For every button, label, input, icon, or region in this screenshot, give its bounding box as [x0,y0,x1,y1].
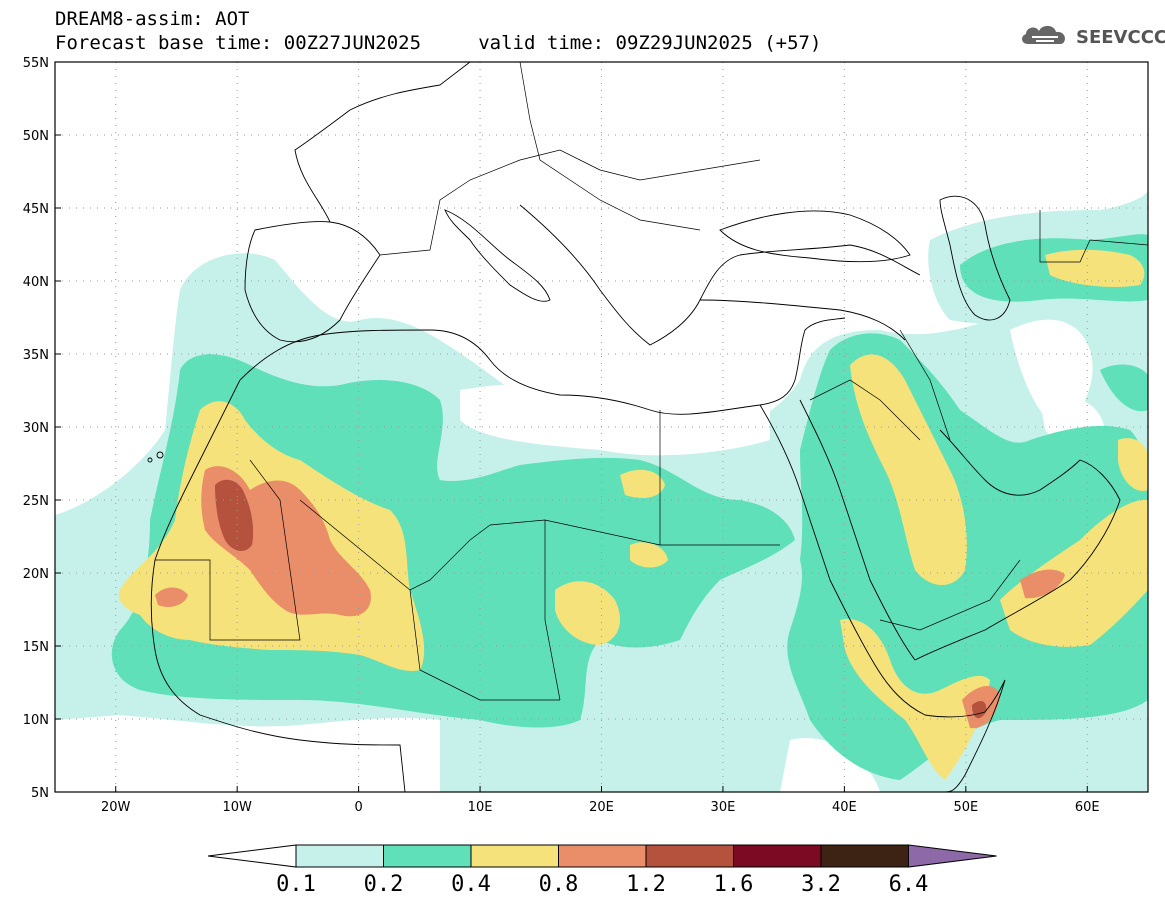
lat-tick-label: 25N [23,494,49,509]
aot-band-1.2-mauritania [215,479,254,552]
colorbar-swatch [820,844,909,868]
coastline-western-europe [294,62,471,223]
aot-band-0.8-oman [1020,569,1065,599]
border-eastern-europe [519,62,701,231]
coastline-levant [794,317,846,381]
aot-field-layer [55,190,1148,792]
coastline-red-sea-west [759,404,926,716]
graticule [55,62,1148,792]
aot-band-0.4-sudan [630,542,668,568]
aot-band-0.2-east-ridge [1100,364,1148,412]
coastline-arabia-south [914,459,1121,661]
border-saudi-iraq [809,379,921,441]
colorbar-level-label: 0.4 [451,872,491,897]
coastline-caspian [939,195,1011,321]
colorbar-swatch [383,844,472,868]
colorbar-level-label: 3.2 [801,872,841,897]
lon-tick-label: 30E [711,800,736,815]
forecast-times: Forecast base time: 00Z27JUN2025 valid t… [55,32,822,54]
coastline-canary-islands [147,457,153,463]
colorbar-level-label: 1.2 [626,872,666,897]
colorbar-level-label: 0.8 [539,872,579,897]
border-algeria-mali [155,459,301,641]
border-europe-interior [379,149,761,256]
lon-tick-label: 20W [101,800,131,815]
colorbar-swatch [470,844,559,868]
coastline-canary-islands [156,451,164,459]
colorbar-above-arrow [908,844,997,868]
colorbar-level-label: 0.2 [364,872,404,897]
lon-tick-label: 10W [222,800,252,815]
lat-tick-label: 40N [23,275,49,290]
border-central-asia [1039,210,1148,263]
colorbar-level-label: 6.4 [889,872,929,897]
border-egypt-sudan [659,410,780,546]
coastline-balkans [519,204,921,346]
map-title: DREAM8-assim: AOT [55,8,250,30]
lon-tick-label: 50E [953,800,978,815]
lat-tick-label: 50N [23,129,49,144]
aot-band-0.4-horn [840,619,990,780]
border-algeria-niger [299,499,491,591]
aot-gap-south-atlantic [55,715,440,792]
coastline-west-africa [150,379,406,792]
coastline-black-sea [719,210,911,263]
aot-band-0.4-arabia-north [850,354,967,585]
lat-tick-label: 35N [23,348,49,363]
aot-band-0.4-oman [1000,500,1148,647]
colorbar-level-label: 1.6 [714,872,754,897]
aot-band-0.4-caspian [1045,249,1145,287]
lon-tick-label: 40E [832,800,857,815]
lon-tick-label: 10E [468,800,493,815]
lon-tick-label: 60E [1075,800,1100,815]
aot-band-1.2-somalia [972,700,987,719]
border-saudi-yemen [879,559,1021,631]
aot-band-0.4-egypt [620,469,665,498]
coastline-persian-gulf [939,429,1081,496]
border-layer [155,62,1148,701]
lat-tick-label: 5N [31,786,49,801]
lat-tick-label: 45N [23,202,49,217]
lat-tick-label: 10N [23,713,49,728]
colorbar-level-label: 0.1 [276,872,316,897]
aot-gap-libya [460,383,770,456]
aot-band-0.4-chad [555,581,620,645]
aot-band-0.8-west-coast [155,587,188,607]
cloud-icon [1018,22,1072,52]
colorbar-swatch [558,844,647,868]
lat-tick-label: 20N [23,567,49,582]
lon-tick-label: 20E [589,800,614,815]
coastline-north-africa [239,329,796,415]
lon-tick-label: 0 [354,800,362,815]
logo-text: SEEVCCC [1076,26,1165,48]
coastline-horn-of-africa [924,679,1006,792]
lat-tick-label: 30N [23,421,49,436]
lat-tick-label: 55N [23,56,49,71]
coastline-layer [147,62,1121,792]
colorbar-swatch [645,844,734,868]
lat-tick-label: 15N [23,640,49,655]
border-iran-iraq [899,329,951,441]
coastline-turkey [699,299,906,341]
colorbar-below-arrow [207,844,297,868]
border-niger-nigeria [409,589,560,701]
aot-band-0.1-west-ocean [55,585,100,720]
coastline-red-sea-east [799,399,916,661]
aot-band-0.4-east [1118,438,1148,491]
colorbar: 0.1 0.2 0.4 0.8 1.2 1.6 3.2 6.4 [207,844,997,897]
border-chad-sudan [544,520,561,701]
colorbar-swatch [733,844,822,868]
coastline-italy [444,209,551,302]
aot-gap-horn [780,738,880,792]
axis-labels: 20W 10W 0 10E 20E 30E 40E 50E 60E 5N 10N 15N 20N 25N 3… [23,56,1100,815]
seevccc-logo: SEEVCCC [1018,22,1165,52]
colorbar-swatch [295,844,384,868]
